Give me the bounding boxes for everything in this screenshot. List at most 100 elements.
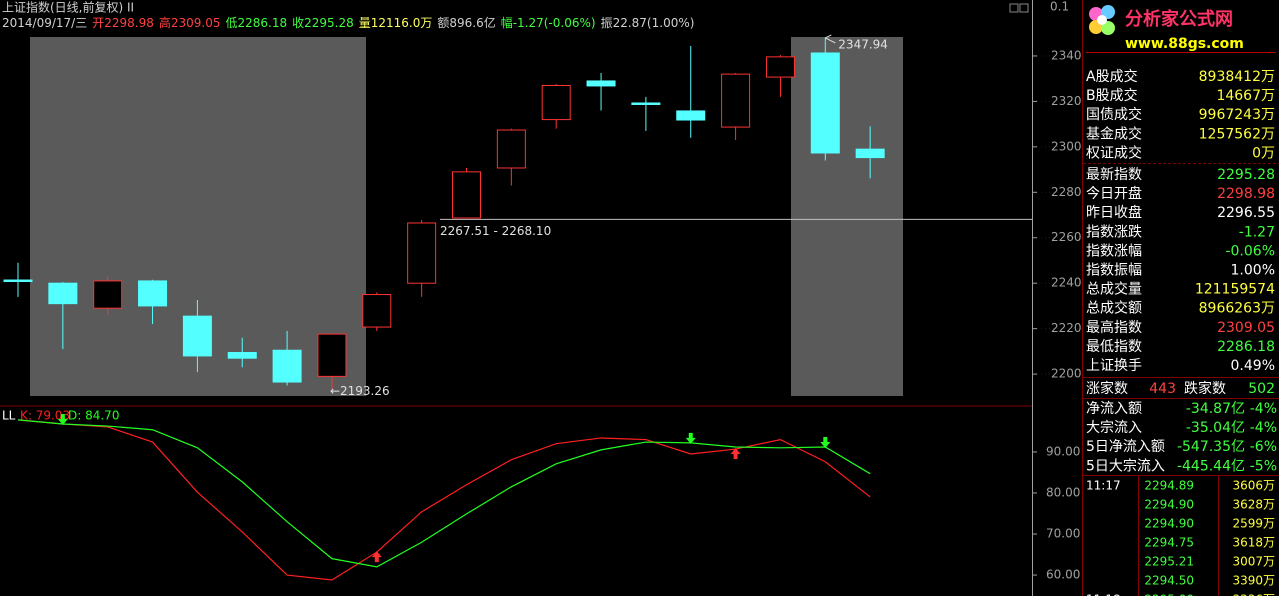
breadth-value: 443 (1149, 381, 1176, 397)
stat-label: 国债成交 (1086, 106, 1142, 123)
stat-value: 8938412万 (1199, 69, 1275, 85)
flow-label: 5日大宗流入 (1086, 458, 1165, 474)
stat-label: 最新指数 (1086, 167, 1142, 183)
stat-label: 最低指数 (1086, 339, 1142, 355)
trade-volume: 2599万 (1232, 517, 1275, 531)
window-button[interactable] (1019, 3, 1029, 13)
stat-label: 昨日收盘 (1086, 204, 1142, 221)
highlight-zone (791, 37, 903, 396)
y-tick-label: 2200 (1051, 367, 1082, 381)
stat-label: 指数涨幅 (1086, 243, 1142, 259)
trade-time: 11:17 (1086, 479, 1121, 493)
flow-label: 净流入额 (1086, 401, 1142, 417)
quote-item: 开2298.98 (92, 16, 154, 30)
stat-value: 0万 (1252, 145, 1275, 161)
y-tick-label: 2240 (1051, 276, 1082, 290)
candle-body (452, 171, 481, 219)
quote-item: 高2309.05 (159, 15, 221, 30)
breadth-value: 502 (1248, 381, 1275, 397)
candle-body (541, 84, 571, 121)
stat-value: 9967243万 (1199, 107, 1275, 123)
candle-body (631, 102, 661, 105)
flow-pct: -6% (1250, 439, 1277, 455)
stat-value: -0.06% (1225, 243, 1275, 259)
candle-body (227, 352, 257, 359)
logo-url: www.88gs.com (1125, 36, 1244, 52)
y-tick-label: 80.00 (1046, 485, 1080, 499)
annotation: ←2193.26 (330, 384, 390, 398)
buy-signal (371, 551, 382, 563)
trade-volume: 3618万 (1232, 536, 1275, 550)
flow-pct: -5% (1250, 458, 1277, 474)
stat-label: 上证换手 (1086, 357, 1142, 374)
y-tick-label: 2300 (1051, 139, 1082, 153)
flow-label: 大宗流入 (1086, 420, 1142, 436)
y-tick-label: 2340 (1051, 48, 1082, 62)
stat-value: 2309.05 (1217, 320, 1275, 336)
stat-value: 2295.28 (1217, 167, 1275, 183)
logo-flower (1089, 5, 1115, 35)
stat-value: 2296.55 (1217, 205, 1275, 221)
y-tick-label: 2260 (1051, 230, 1082, 244)
candle-body (317, 333, 347, 377)
quote-item: 收2295.28 (292, 16, 354, 30)
y-tick-label: 2280 (1051, 185, 1082, 199)
y-tick-label: 90.00 (1046, 444, 1080, 458)
trade-price: 2295.21 (1144, 555, 1194, 569)
breadth-label: 涨家数 (1086, 380, 1128, 397)
stat-value: -1.27 (1239, 224, 1275, 240)
flow-value: -547.35亿 (1177, 439, 1245, 455)
legend-entry: D: 84.70 (68, 409, 119, 423)
trade-volume: 3390万 (1232, 574, 1275, 588)
quote-line: 2014/09/17/三 开2298.98 高2309.05 低2286.18 收229… (2, 15, 694, 30)
stat-value: 8966263万 (1199, 301, 1275, 317)
trade-price: 2294.89 (1144, 479, 1194, 493)
trade-time: 11:18 (1086, 593, 1121, 596)
candle-body (93, 280, 123, 309)
stat-label: 指数涨跌 (1086, 224, 1142, 240)
candle-body (855, 148, 885, 159)
legend-entry: K: 79.03 (20, 409, 70, 423)
stat-label: B股成交 (1086, 87, 1138, 104)
trade-volume: 3336万 (1232, 593, 1275, 596)
candle-body (407, 222, 437, 284)
flow-pct: -4% (1250, 401, 1277, 417)
sell-signal (57, 414, 68, 426)
trade-price: 2294.90 (1144, 517, 1194, 531)
candle-body (182, 315, 212, 357)
quote-item: 振22.87(1.00%) (601, 16, 695, 30)
candle-body (586, 80, 616, 87)
trade-volume: 3628万 (1232, 498, 1275, 512)
stat-value: 121159574 (1195, 282, 1275, 298)
candle-body (496, 129, 526, 169)
indicator-name: LL (2, 409, 16, 423)
y-tick-label: 2220 (1051, 321, 1082, 335)
trade-price: 2294.75 (1144, 536, 1194, 550)
annotation-arrow (825, 34, 836, 44)
candle-body (3, 279, 33, 283)
annotation: 2347.94 (838, 37, 888, 51)
stat-label: 今日开盘 (1086, 185, 1142, 202)
trade-volume: 3606万 (1232, 479, 1275, 493)
sell-signal (685, 432, 696, 444)
sell-signal (820, 436, 831, 448)
candle-body (765, 56, 795, 78)
quote-item: 量12116.0万 (359, 16, 433, 30)
stat-label: 总成交额 (1086, 300, 1142, 317)
chart-title: 上证指数(日线,前复权) II (2, 0, 134, 15)
quote-item: 低2286.18 (225, 16, 287, 30)
stat-value: 2286.18 (1217, 339, 1275, 355)
y-tick-label: 70.00 (1046, 527, 1080, 541)
stat-label: 权证成交 (1086, 144, 1142, 161)
stat-label: 基金成交 (1086, 125, 1142, 142)
scale-note: 0.1 (1050, 0, 1069, 14)
breadth-label: 跌家数 (1184, 380, 1226, 397)
trade-price: 2294.50 (1144, 574, 1194, 588)
flow-value: -35.04亿 (1186, 420, 1245, 436)
stat-value: 0.49% (1231, 358, 1275, 374)
window-button[interactable] (1009, 3, 1019, 13)
quote-item: 额896.6亿 (437, 15, 495, 30)
stat-label: 最高指数 (1086, 319, 1142, 336)
candle-body (810, 52, 840, 154)
